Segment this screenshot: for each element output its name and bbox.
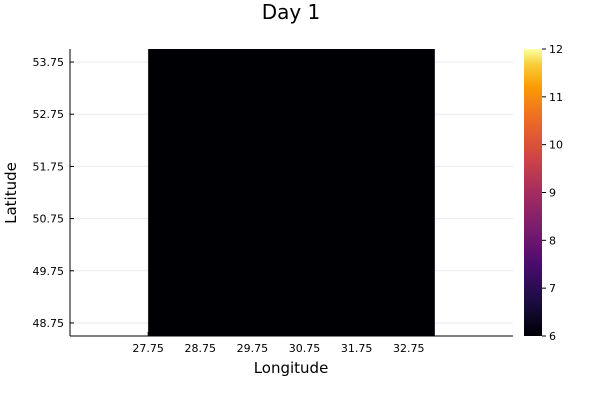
colorbar-ticks: 6 7 8 9 10 11 12: [542, 43, 563, 343]
y-tick-label: 49.75: [33, 265, 65, 278]
y-tick-label: 52.75: [33, 108, 65, 121]
plot-frame: [69, 49, 513, 337]
x-tick-label: 30.75: [289, 342, 321, 355]
colorbar-tick-label: 10: [549, 139, 563, 152]
colorbar: 6 7 8 9 10 11 12: [524, 43, 563, 343]
x-tick-label: 31.75: [341, 342, 373, 355]
colorbar-gradient: [524, 49, 542, 336]
x-tick-label: 29.75: [237, 342, 269, 355]
heatmap-cells: [148, 49, 435, 336]
colorbar-tick-label: 6: [549, 330, 556, 343]
y-ticks: 48.75 49.75 50.75 51.75 52.75 53.75: [33, 56, 74, 330]
y-axis-label: Latitude: [2, 162, 20, 224]
y-tick-label: 50.75: [33, 213, 65, 226]
colorbar-tick-label: 7: [549, 282, 556, 295]
y-tick-label: 51.75: [33, 160, 65, 173]
x-axis-label: Longitude: [254, 359, 329, 377]
colorbar-tick-label: 8: [549, 234, 556, 247]
x-tick-label: 32.75: [393, 342, 425, 355]
y-tick-label: 48.75: [33, 317, 65, 330]
colorbar-tick-label: 9: [549, 187, 556, 200]
heatmap-cell: [148, 49, 435, 336]
x-ticks: 27.75 28.75 29.75 30.75 31.75 32.75: [132, 332, 425, 355]
colorbar-tick-label: 11: [549, 91, 563, 104]
y-tick-label: 53.75: [33, 56, 65, 69]
x-tick-label: 28.75: [185, 342, 217, 355]
x-tick-label: 27.75: [132, 342, 164, 355]
colorbar-tick-label: 12: [549, 43, 563, 56]
chart-title: Day 1: [262, 0, 321, 24]
